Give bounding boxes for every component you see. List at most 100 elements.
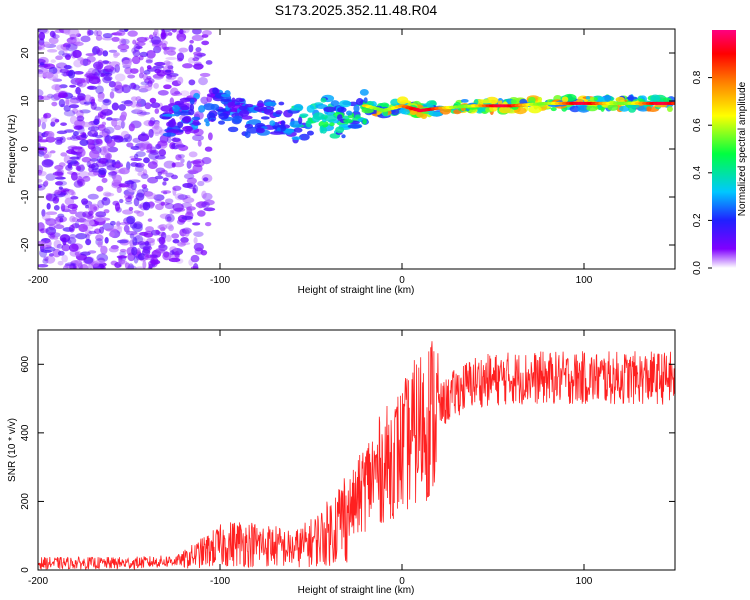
spectrogram-cell <box>55 55 63 61</box>
spectrogram-cell <box>112 225 123 230</box>
spectrogram-cell <box>67 29 80 37</box>
spectrogram-cell <box>54 119 60 123</box>
spectrogram-cell <box>153 121 160 130</box>
spectrogram-cell <box>103 65 115 73</box>
spectrogram-cell <box>136 109 147 117</box>
spectrogram-cell <box>646 106 652 112</box>
spectrogram-cell <box>102 32 113 39</box>
spectrogram-cell <box>187 169 200 174</box>
spectrogram-cell <box>133 43 140 52</box>
y-tick-label: 600 <box>20 356 31 373</box>
spectrogram-cell <box>70 171 78 181</box>
spectrogram-cell <box>218 112 229 120</box>
spectrogram-cell <box>75 232 87 240</box>
spectrogram-cell <box>158 148 167 157</box>
spectrogram-cell <box>198 105 206 113</box>
spectrogram-cell <box>77 57 84 61</box>
spectrogram-cell <box>98 167 107 176</box>
spectrogram-cell <box>108 246 119 253</box>
spectrogram-cell <box>212 87 219 95</box>
spectrogram-cell <box>362 118 367 125</box>
spectrogram-cell <box>108 172 117 178</box>
spectrogram-cell <box>193 128 204 136</box>
spectrogram-cell <box>289 107 301 111</box>
spectrogram-cell <box>38 264 49 268</box>
spectrogram-cell <box>241 115 253 120</box>
spectrogram-cell <box>95 34 103 41</box>
spectrogram-cell <box>139 202 148 211</box>
spectrogram-cell <box>194 247 204 255</box>
spectrogram-cell <box>188 44 194 53</box>
spectrogram-cell <box>135 102 142 108</box>
spectrogram-cell <box>136 210 145 217</box>
spectrogram-cell <box>180 158 185 164</box>
spectrogram-cell <box>120 120 125 129</box>
spectrogram-cell <box>170 174 178 180</box>
spectrogram-cell <box>428 111 443 117</box>
spectrogram-cell <box>57 213 65 219</box>
spectrogram-cell <box>69 84 77 88</box>
spectrogram-cell <box>220 93 231 98</box>
spectrogram-cell <box>125 200 133 205</box>
spectrogram-cell <box>107 146 119 153</box>
spectrogram-cell <box>116 239 129 244</box>
spectrogram-cell <box>45 226 57 236</box>
spectrogram-cell <box>607 104 619 111</box>
spectrogram-cell <box>120 130 130 138</box>
spectrogram-cell <box>329 122 335 127</box>
spectrogram-cell <box>106 117 113 121</box>
spectrogram-cell <box>119 38 127 46</box>
spectrogram-cell <box>87 85 97 90</box>
spectrogram-cell <box>114 63 121 73</box>
spectrogram-cell <box>306 104 315 113</box>
spectrogram-cell <box>88 230 97 235</box>
spectrogram-cell <box>41 122 47 130</box>
spectrogram-cell <box>38 71 48 78</box>
spectrogram-cell <box>320 97 327 103</box>
spectrogram-cell <box>104 236 109 244</box>
spectrogram-cell <box>118 183 131 188</box>
spectrogram-cell <box>138 72 144 79</box>
spectrogram-cell <box>38 131 44 141</box>
spectrogram-cell <box>165 61 173 67</box>
spectrogram-cell <box>260 116 270 120</box>
spectrogram-cell <box>95 211 107 218</box>
spectrogram-cell <box>220 98 231 102</box>
spectrogram-cell <box>51 84 63 91</box>
x-tick-label: 100 <box>576 275 593 286</box>
spectrogram-cell <box>162 46 170 51</box>
spectrogram-cell <box>653 104 668 108</box>
x-tick-label: -200 <box>28 275 48 286</box>
spectrogram-cell <box>101 177 108 183</box>
spectrogram-cell <box>38 178 43 183</box>
spectrogram-cell <box>604 94 612 103</box>
spectrogram-cell <box>291 136 301 140</box>
spectrogram-cell <box>298 116 303 125</box>
spectrogram-cell <box>165 73 173 80</box>
spectrogram-cell <box>178 29 184 35</box>
spectrogram-cell <box>164 48 172 54</box>
y-tick-label: -20 <box>20 237 31 252</box>
y-tick-label: 200 <box>20 493 31 510</box>
spectrogram-cell <box>84 73 96 78</box>
spectrogram-cell <box>153 29 159 35</box>
spectrogram-cell <box>120 111 128 119</box>
spectrogram-cell <box>54 181 64 186</box>
spectrogram-cell <box>191 116 201 121</box>
spectrogram-cell <box>89 158 99 162</box>
spectrogram-cell <box>128 123 135 132</box>
spectrogram-cell <box>47 151 52 158</box>
snr-marks <box>38 341 675 570</box>
spectrogram-cell <box>73 71 84 75</box>
spectrogram-cell <box>129 68 139 74</box>
spectrogram-cell <box>66 159 78 165</box>
spectrogram-cell <box>112 174 123 184</box>
spectrogram-cell <box>58 92 69 99</box>
spectrogram-cell <box>119 222 130 226</box>
spectrogram-cell <box>161 43 167 50</box>
spectrogram-cell <box>50 94 60 102</box>
x-tick-label: -100 <box>210 576 230 587</box>
spectrogram-cell <box>145 254 156 259</box>
spectrogram-cell <box>62 237 67 246</box>
